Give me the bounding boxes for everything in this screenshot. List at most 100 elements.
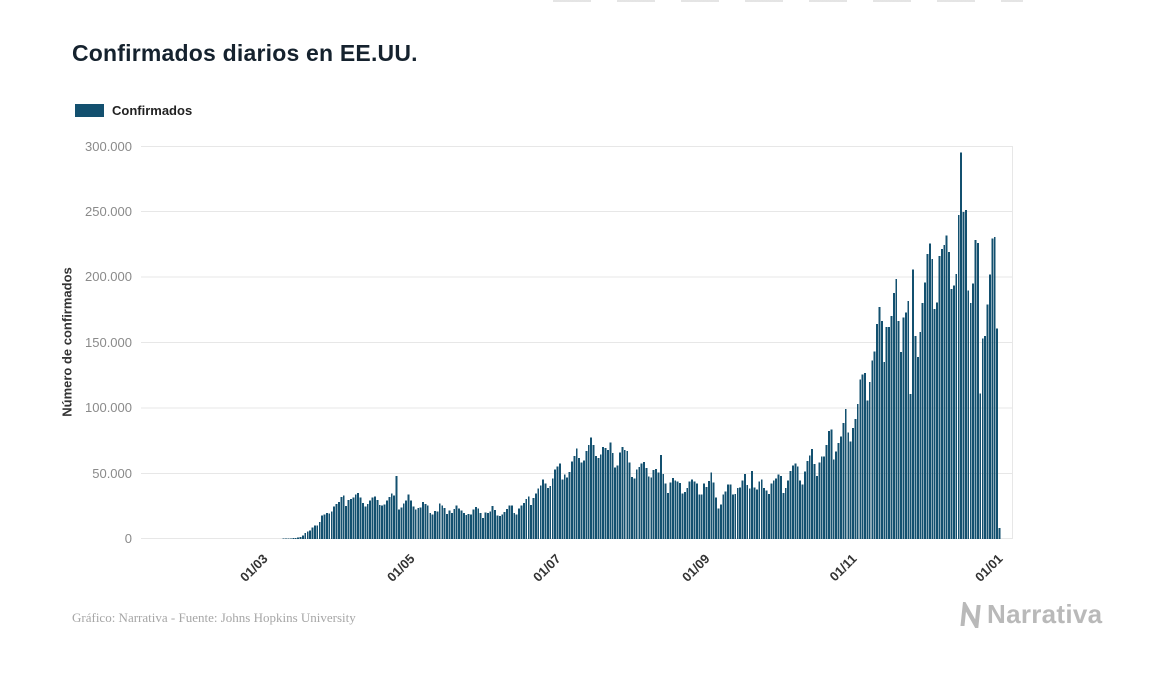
bar bbox=[755, 489, 758, 539]
bar bbox=[513, 512, 516, 539]
y-tick-label: 100.000 bbox=[85, 400, 132, 415]
bar bbox=[510, 505, 513, 539]
x-tick-label: 01/11 bbox=[826, 551, 860, 585]
bar bbox=[558, 463, 561, 539]
bar bbox=[448, 510, 451, 539]
plot-area bbox=[141, 146, 1013, 539]
bar bbox=[902, 317, 905, 539]
bar bbox=[727, 484, 730, 539]
bar bbox=[638, 466, 641, 539]
bar bbox=[861, 374, 864, 539]
bar bbox=[808, 455, 811, 539]
bar bbox=[717, 508, 720, 539]
bar bbox=[614, 467, 617, 539]
bar bbox=[316, 525, 319, 539]
bar bbox=[835, 451, 838, 539]
bar bbox=[933, 308, 936, 539]
legend-item-confirmados[interactable]: Confirmados bbox=[75, 103, 192, 118]
bar bbox=[587, 445, 590, 539]
bar bbox=[801, 484, 804, 539]
bar bbox=[342, 495, 345, 539]
bar bbox=[470, 514, 472, 539]
bar bbox=[967, 290, 970, 539]
bar bbox=[597, 458, 600, 539]
bar bbox=[876, 324, 878, 539]
legend-label: Confirmados bbox=[112, 103, 193, 118]
bar bbox=[832, 459, 835, 539]
bar bbox=[628, 462, 631, 539]
bar bbox=[890, 316, 893, 539]
bar bbox=[892, 292, 895, 539]
bar bbox=[931, 258, 934, 539]
bar bbox=[662, 474, 665, 539]
bar bbox=[659, 455, 662, 539]
bar bbox=[595, 456, 597, 539]
bar bbox=[345, 505, 348, 539]
bar bbox=[537, 488, 540, 539]
bar bbox=[498, 515, 501, 539]
bar bbox=[328, 513, 331, 539]
bar bbox=[450, 512, 453, 539]
bar bbox=[777, 474, 780, 539]
bar bbox=[767, 493, 770, 539]
bar bbox=[563, 474, 566, 539]
bar bbox=[374, 496, 376, 539]
bars-canvas bbox=[141, 146, 1013, 539]
bar bbox=[883, 361, 886, 539]
x-tick-label: 01/05 bbox=[383, 551, 418, 585]
bar bbox=[458, 508, 460, 539]
chart-title: Confirmados diarios en EE.UU. bbox=[72, 40, 418, 66]
bar bbox=[693, 481, 696, 539]
bar bbox=[465, 514, 468, 539]
bar bbox=[888, 326, 890, 539]
bar bbox=[287, 538, 290, 539]
screen-edge-artifact bbox=[553, 0, 1023, 2]
bar bbox=[758, 481, 761, 539]
bar bbox=[292, 538, 295, 539]
bar bbox=[729, 484, 732, 539]
bar bbox=[359, 497, 362, 539]
bar bbox=[688, 481, 691, 539]
y-tick-label: 200.000 bbox=[85, 269, 132, 284]
bar bbox=[460, 510, 463, 539]
bar bbox=[955, 273, 958, 539]
bar bbox=[578, 458, 581, 539]
bar bbox=[849, 441, 852, 539]
credit-text: Gráfico: Narrativa - Fuente: Johns Hopki… bbox=[72, 610, 356, 625]
bar bbox=[743, 474, 746, 539]
bar bbox=[919, 332, 922, 539]
bar bbox=[352, 497, 355, 539]
bar bbox=[739, 487, 742, 539]
bar bbox=[643, 462, 645, 539]
bar bbox=[700, 494, 703, 539]
bar bbox=[321, 515, 324, 539]
bar bbox=[818, 462, 821, 539]
narrativa-logo: Narrativa bbox=[960, 599, 1102, 630]
narrativa-logo-icon bbox=[960, 601, 981, 628]
bar bbox=[508, 505, 511, 539]
bar bbox=[489, 511, 492, 539]
bar bbox=[304, 533, 307, 539]
bar bbox=[667, 493, 669, 539]
bar bbox=[434, 510, 436, 539]
bar bbox=[844, 408, 847, 539]
bar bbox=[746, 484, 749, 539]
bar bbox=[369, 500, 372, 539]
bar bbox=[376, 499, 379, 539]
bar bbox=[333, 506, 336, 539]
bar bbox=[779, 475, 782, 539]
bar bbox=[772, 480, 775, 539]
x-tick-label: 01/07 bbox=[530, 551, 564, 585]
bar bbox=[482, 517, 484, 539]
bar bbox=[760, 479, 763, 539]
bar bbox=[868, 381, 871, 539]
bar bbox=[981, 338, 984, 539]
bar bbox=[669, 482, 672, 539]
bar bbox=[991, 238, 994, 539]
bar bbox=[998, 527, 1001, 539]
bar bbox=[664, 483, 667, 539]
bar bbox=[313, 525, 316, 539]
bar bbox=[813, 463, 816, 539]
bar bbox=[703, 483, 705, 539]
bar bbox=[330, 511, 333, 539]
